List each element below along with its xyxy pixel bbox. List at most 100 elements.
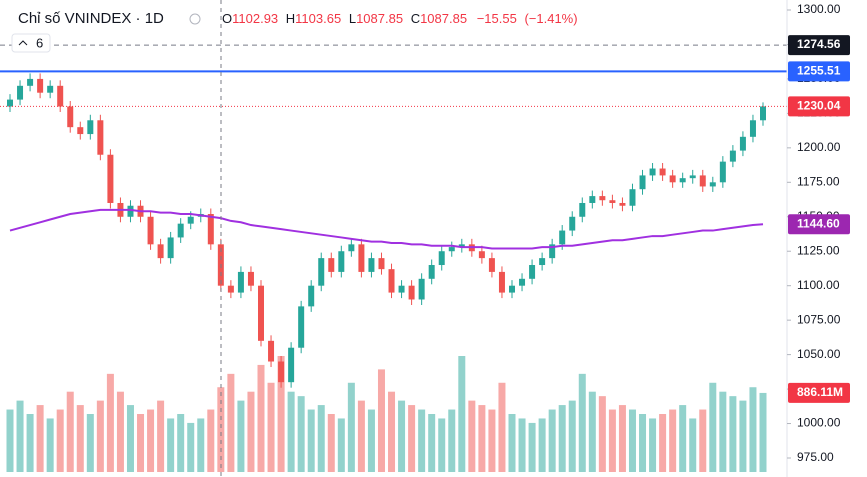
volume-bar bbox=[277, 356, 285, 472]
toggle-icon bbox=[18, 40, 28, 46]
candle-body bbox=[177, 223, 184, 238]
candle-body bbox=[609, 200, 616, 203]
candle-body bbox=[358, 244, 365, 272]
candle-body bbox=[669, 175, 676, 183]
price-marker bbox=[788, 214, 850, 235]
candle-body bbox=[549, 244, 556, 259]
volume-pane bbox=[6, 356, 767, 472]
volume-bar bbox=[357, 400, 365, 472]
volume-bar bbox=[508, 414, 516, 472]
candle-body bbox=[17, 85, 24, 100]
indicator-count[interactable]: 6 bbox=[36, 35, 43, 50]
volume-bar bbox=[16, 400, 24, 472]
volume-bar bbox=[36, 405, 44, 472]
volume-bar bbox=[719, 391, 727, 472]
price-axis[interactable]: 1300.001275.001250.001225.001200.001175.… bbox=[787, 2, 850, 464]
volume-bar bbox=[157, 400, 165, 472]
volume-bar bbox=[418, 409, 426, 472]
candle-body bbox=[719, 161, 726, 183]
candle-body bbox=[699, 175, 706, 187]
candle-body bbox=[157, 244, 164, 259]
candle-body bbox=[408, 285, 415, 300]
legend-label: O bbox=[222, 11, 232, 26]
candle-body bbox=[418, 278, 425, 300]
volume-bar bbox=[649, 418, 657, 472]
volume-bar bbox=[568, 400, 576, 472]
candle-body bbox=[529, 265, 536, 279]
candle-body bbox=[438, 251, 445, 266]
volume-bar bbox=[377, 369, 385, 472]
legend-change: −15.55 bbox=[477, 11, 517, 26]
volume-bar bbox=[398, 400, 406, 472]
volume-bar bbox=[167, 418, 175, 472]
candle-body bbox=[147, 216, 154, 245]
candle-body bbox=[247, 271, 254, 286]
volume-bar bbox=[498, 382, 506, 472]
candle-body bbox=[619, 202, 626, 206]
legend-value: 1087.85 bbox=[420, 11, 467, 26]
y-tick-label: 1300.00 bbox=[797, 2, 841, 16]
candle-body bbox=[227, 285, 234, 293]
candle-body bbox=[398, 285, 405, 293]
legend-value: 1103.65 bbox=[295, 11, 341, 26]
candle-body bbox=[97, 120, 104, 155]
volume-bar bbox=[388, 391, 396, 472]
candle-body bbox=[77, 127, 84, 135]
volume-bar bbox=[86, 414, 94, 472]
volume-bar bbox=[749, 387, 757, 472]
candle-body bbox=[478, 251, 485, 259]
y-tick-label: 1050.00 bbox=[797, 347, 841, 361]
candle-body bbox=[338, 251, 345, 272]
candle-body bbox=[288, 347, 295, 383]
volume-bar bbox=[458, 356, 466, 472]
volume-bar bbox=[608, 409, 616, 472]
volume-bar bbox=[478, 405, 486, 472]
candle-body bbox=[579, 202, 586, 217]
candle-body bbox=[749, 120, 756, 137]
volume-bar bbox=[679, 405, 687, 472]
legend-value: 1087.85 bbox=[356, 11, 403, 26]
indicator-toggle[interactable] bbox=[11, 33, 51, 53]
candle-body bbox=[127, 205, 134, 217]
volume-bar bbox=[207, 409, 215, 472]
status-icon bbox=[189, 13, 201, 25]
volume-bar bbox=[147, 409, 155, 472]
legend-change-pct: (−1.41%) bbox=[524, 11, 577, 26]
volume-bar bbox=[227, 373, 235, 472]
y-tick-label: 1000.00 bbox=[797, 416, 841, 430]
legend-value: 1102.93 bbox=[232, 11, 278, 26]
candle-body bbox=[187, 216, 194, 224]
volume-bar bbox=[327, 414, 335, 472]
price-marker bbox=[788, 61, 850, 82]
price-marker-label: 1274.56 bbox=[797, 37, 841, 51]
volume-bar bbox=[408, 405, 416, 472]
price-marker bbox=[788, 35, 850, 56]
candle-body bbox=[107, 154, 114, 203]
candle-body bbox=[47, 85, 54, 93]
volume-bar bbox=[488, 409, 496, 472]
volume-bar bbox=[518, 418, 526, 472]
volume-bar bbox=[468, 400, 476, 472]
candle-body bbox=[298, 306, 305, 348]
volume-bar bbox=[237, 400, 245, 472]
volume-bar bbox=[739, 400, 747, 472]
candle-body bbox=[689, 175, 696, 179]
volume-bar bbox=[759, 392, 767, 472]
volume-bar bbox=[548, 409, 556, 472]
volume-bar bbox=[26, 414, 34, 472]
candle-body bbox=[7, 99, 13, 107]
candle-body bbox=[709, 182, 716, 187]
candle-body bbox=[569, 216, 576, 231]
volume-bar bbox=[247, 391, 255, 472]
price-marker-label: 1144.60 bbox=[797, 216, 840, 230]
candle-body bbox=[167, 237, 174, 259]
candle-body bbox=[488, 258, 495, 272]
volume-bar bbox=[66, 391, 74, 472]
candle-body bbox=[498, 271, 505, 293]
y-tick-label: 1125.00 bbox=[797, 243, 840, 257]
candle-body bbox=[37, 78, 44, 93]
volume-bar bbox=[307, 409, 315, 472]
volume-bar bbox=[428, 414, 436, 472]
volume-bar bbox=[347, 382, 355, 472]
